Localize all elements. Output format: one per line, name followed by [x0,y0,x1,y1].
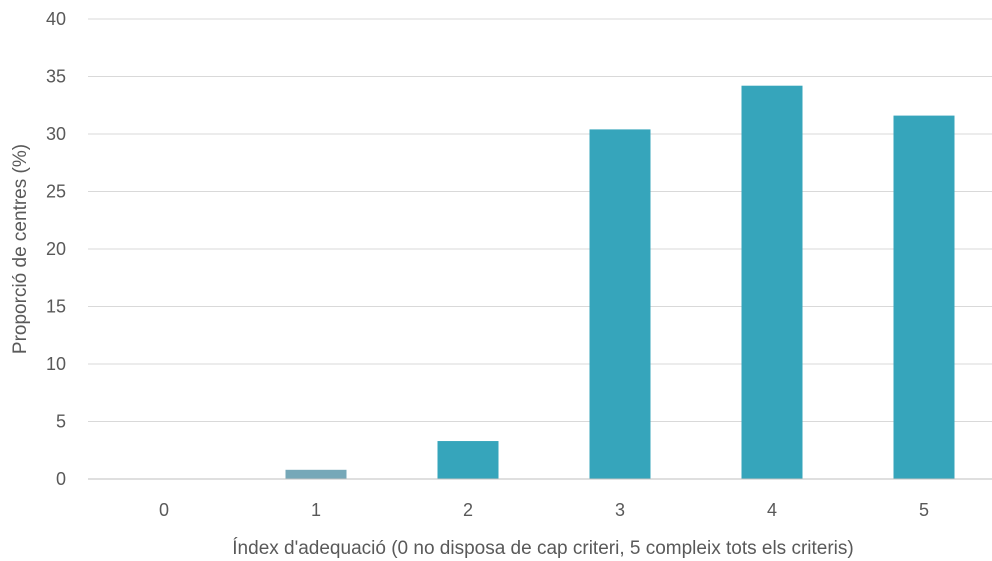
y-tick-labels: 0 5 10 15 20 25 30 35 40 [46,9,66,489]
x-tick-labels: 0 1 2 3 4 5 [159,500,929,520]
x-tick-label: 2 [463,500,473,520]
bar-5 [893,115,955,479]
x-tick-label: 1 [311,500,321,520]
y-tick-label: 0 [56,469,66,489]
x-tick-label: 3 [615,500,625,520]
y-tick-label: 10 [46,354,66,374]
y-tick-label: 40 [46,9,66,29]
bar-1 [285,469,347,479]
y-tick-label: 15 [46,297,66,317]
y-tick-label: 5 [56,412,66,432]
x-tick-label: 0 [159,500,169,520]
gridlines [88,18,992,422]
y-tick-label: 35 [46,67,66,87]
bars [285,85,955,479]
bar-3 [589,129,651,479]
x-tick-label: 4 [767,500,777,520]
bar-4 [741,85,803,479]
y-tick-label: 25 [46,182,66,202]
y-tick-label: 20 [46,239,66,259]
x-tick-label: 5 [919,500,929,520]
bar-2 [437,441,499,479]
y-tick-label: 30 [46,124,66,144]
y-axis-title: Proporció de centres (%) [10,144,31,354]
x-axis-title: Índex d'adequació (0 no disposa de cap c… [232,538,853,559]
